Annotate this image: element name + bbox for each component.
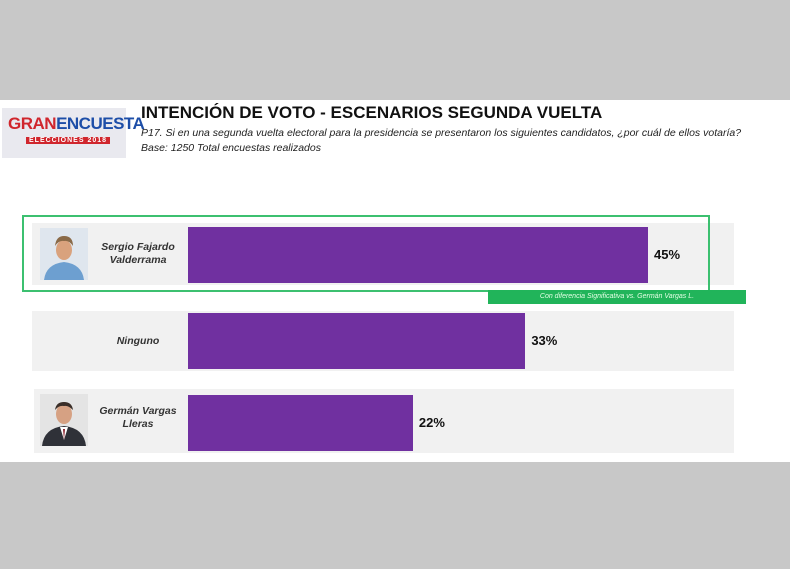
value-label: 33% [531, 333, 558, 348]
significance-badge: Con diferencia Significativa vs. Germán … [488, 290, 746, 304]
bar-ninguno [188, 313, 526, 369]
value-label: 45% [654, 247, 681, 262]
logo-text: GRANENCUESTA [8, 114, 145, 133]
bar-vargas [188, 395, 413, 451]
category-label: Sergio Fajardo Valderrama [101, 241, 175, 266]
significance-highlight-box [22, 215, 710, 292]
question-text: P17. Si en una segunda vuelta electoral … [141, 127, 742, 139]
category-label: Germán Vargas Lleras [99, 405, 177, 430]
category-label: Ninguno [116, 335, 160, 347]
slide: GRANENCUESTA ELECCIONES 2018 INTENCIÓN D… [0, 100, 790, 462]
candidate-photo-fajardo [40, 228, 88, 280]
brand-logo: GRANENCUESTA ELECCIONES 2018 [2, 108, 145, 158]
candidate-photo-vargas [40, 394, 88, 446]
value-label: 22% [418, 415, 445, 430]
page-title: INTENCIÓN DE VOTO - ESCENARIOS SEGUNDA V… [141, 103, 603, 122]
logo-subtitle: ELECCIONES 2018 [26, 137, 111, 144]
base-text: Base: 1250 Total encuestas realizados [141, 142, 321, 154]
bar-fajardo [188, 227, 648, 283]
